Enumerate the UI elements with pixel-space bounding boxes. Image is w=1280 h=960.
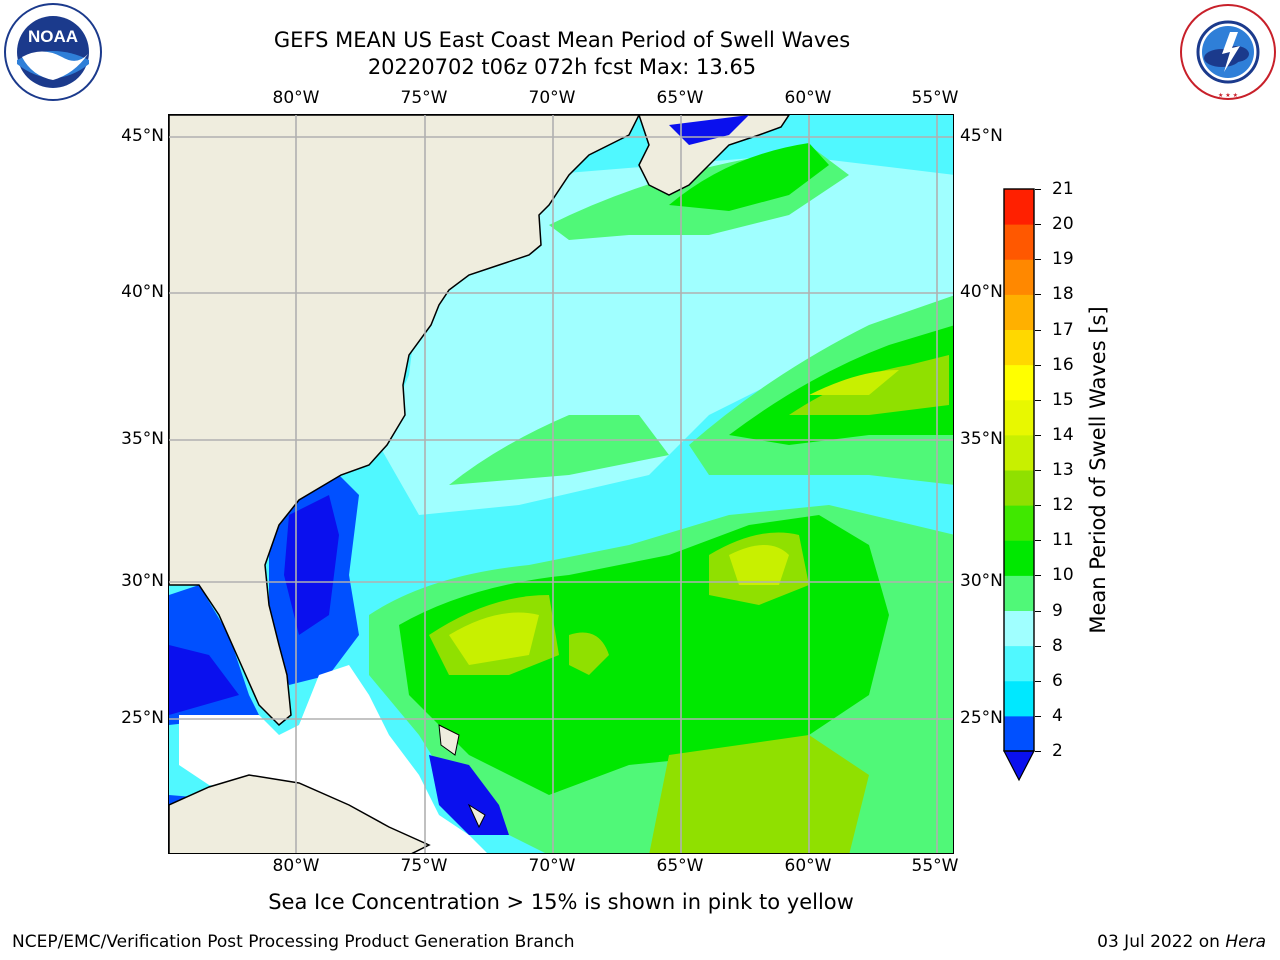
- lon-label-top: 60°W: [784, 88, 832, 108]
- noaa-logo-text: NOAA: [28, 27, 78, 46]
- colorbar-tick-mark: [1035, 224, 1041, 226]
- nws-logo: ★ ★ ★: [1180, 4, 1276, 100]
- colorbar-segment: [1004, 259, 1034, 295]
- lon-label-top: 70°W: [528, 88, 576, 108]
- colorbar-tick-mark: [1035, 680, 1041, 682]
- colorbar-tick-label: 12: [1052, 495, 1074, 516]
- colorbar-segment: [1004, 364, 1034, 401]
- colorbar-tick-label: 10: [1052, 565, 1074, 586]
- colorbar-segment: [1004, 294, 1034, 330]
- colorbar-segment: [1004, 505, 1034, 541]
- sea-ice-note: Sea Ice Concentration > 15% is shown in …: [268, 890, 854, 914]
- lat-label-right: 45°N: [960, 126, 1003, 146]
- lon-label-bottom: 60°W: [784, 856, 832, 876]
- footer-credit: NCEP/EMC/Verification Post Processing Pr…: [12, 932, 575, 952]
- colorbar-tick-mark: [1035, 610, 1041, 612]
- colorbar-tick-mark: [1035, 189, 1041, 190]
- lat-label-right: 35°N: [960, 429, 1003, 449]
- colorbar-tick-label: 9: [1052, 600, 1063, 621]
- colorbar-segment: [1004, 434, 1034, 471]
- colorbar-tick-label: 14: [1052, 424, 1074, 445]
- colorbar-tick-mark: [1035, 364, 1041, 366]
- colorbar-tick-label: 19: [1052, 249, 1074, 270]
- colorbar-segment: [1004, 224, 1034, 260]
- colorbar-underflow-triangle: [1003, 750, 1035, 782]
- lat-label-right: 25°N: [960, 708, 1003, 728]
- colorbar-segment: [1004, 540, 1034, 576]
- colorbar-tick-label: 6: [1052, 670, 1063, 691]
- colorbar-segment: [1004, 329, 1034, 366]
- lon-label-bottom: 75°W: [400, 856, 448, 876]
- colorbar-tick-label: 13: [1052, 460, 1074, 480]
- footer-date: 03 Jul 2022 on Hera: [1097, 932, 1266, 952]
- colorbar-tick-label: 11: [1052, 530, 1074, 551]
- lon-label-top: 65°W: [656, 88, 704, 108]
- colorbar-segment: [1004, 470, 1034, 506]
- colorbar-tick-mark: [1035, 259, 1041, 261]
- colorbar-tick-label: 17: [1052, 319, 1074, 340]
- colorbar-segment: [1004, 610, 1034, 647]
- colorbar-segment: [1004, 715, 1034, 752]
- noaa-logo: NOAA: [4, 3, 102, 101]
- lon-label-top: 55°W: [911, 88, 959, 108]
- chart-title: GEFS MEAN US East Coast Mean Period of S…: [273, 28, 851, 52]
- lon-label-bottom: 70°W: [528, 856, 576, 876]
- colorbar-segment: [1004, 189, 1034, 225]
- colorbar-tick-mark: [1035, 434, 1041, 436]
- lon-label-top: 80°W: [272, 88, 320, 108]
- lat-label-right: 30°N: [960, 571, 1003, 591]
- colorbar-tick-mark: [1035, 751, 1041, 752]
- lon-label-bottom: 80°W: [272, 856, 320, 876]
- colorbar-tick-mark: [1035, 294, 1041, 296]
- footer-host: Hera: [1225, 932, 1266, 952]
- lat-label-left: 45°N: [121, 126, 164, 146]
- svg-text:★ ★ ★: ★ ★ ★: [1218, 92, 1238, 99]
- colorbar-label: Mean Period of Swell Waves [s]: [1086, 306, 1110, 634]
- graticule: [169, 115, 953, 853]
- colorbar-tick-label: 4: [1052, 705, 1063, 726]
- colorbar-tick-label: 16: [1052, 354, 1074, 375]
- colorbar-tick-mark: [1035, 399, 1041, 401]
- colorbar-segment: [1004, 680, 1034, 717]
- colorbar-segment: [1004, 399, 1034, 436]
- lat-label-left: 35°N: [121, 429, 164, 449]
- colorbar-tick-mark: [1035, 715, 1041, 717]
- north-america-land: [169, 115, 640, 727]
- lon-label-bottom: 65°W: [656, 856, 704, 876]
- colorbar-tick-mark: [1035, 470, 1041, 471]
- colorbar-tick-mark: [1035, 540, 1041, 542]
- lat-label-left: 25°N: [121, 708, 164, 728]
- colorbar-tick-label: 2: [1052, 741, 1063, 761]
- cuba-land: [169, 774, 431, 853]
- swell-period-map: [168, 114, 954, 854]
- colorbar-tick-mark: [1035, 329, 1041, 331]
- colorbar-tick-label: 20: [1052, 214, 1074, 235]
- lon-label-top: 75°W: [400, 88, 448, 108]
- lon-label-bottom: 55°W: [911, 856, 959, 876]
- lat-label-right: 40°N: [960, 282, 1003, 302]
- chart-subtitle: 20220702 t06z 072h fcst Max: 13.65: [367, 55, 757, 79]
- lat-label-left: 40°N: [121, 282, 164, 302]
- footer-date-text: 03 Jul 2022 on: [1097, 932, 1220, 952]
- colorbar-tick-label: 15: [1052, 389, 1074, 410]
- colorbar-segment: [1004, 645, 1034, 682]
- colorbar-tick-label: 21: [1052, 179, 1074, 199]
- lat-label-left: 30°N: [121, 571, 164, 591]
- colorbar-tick-mark: [1035, 645, 1041, 647]
- colorbar-tick-label: 8: [1052, 635, 1063, 656]
- colorbar: [1003, 188, 1035, 782]
- colorbar-tick-mark: [1035, 575, 1041, 577]
- colorbar-segment: [1004, 575, 1034, 611]
- colorbar-tick-mark: [1035, 505, 1041, 507]
- colorbar-tick-label: 18: [1052, 284, 1074, 305]
